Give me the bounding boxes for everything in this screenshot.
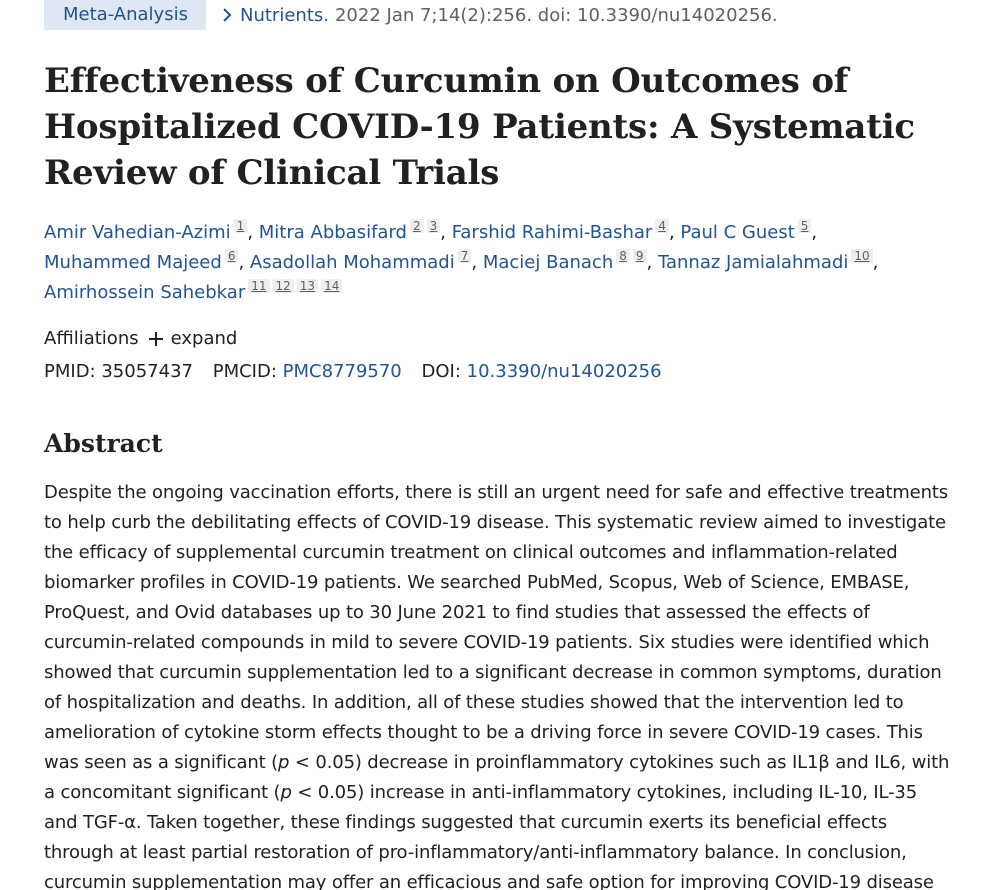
affiliation-number[interactable]: 14 xyxy=(321,279,343,293)
affiliations-label: Affiliations xyxy=(44,328,139,349)
publication-type-badge: Meta-Analysis xyxy=(44,0,206,30)
expand-label: expand xyxy=(170,328,238,349)
pmcid-link[interactable]: PMC8779570 xyxy=(282,361,402,382)
abstract-segment: Despite the ongoing vaccination efforts,… xyxy=(44,482,948,773)
affiliations-row: Affiliations expand xyxy=(44,326,237,352)
affiliation-number[interactable]: 12 xyxy=(272,279,294,293)
author-link[interactable]: Amirhossein Sahebkar xyxy=(44,282,246,303)
p-value-symbol: p xyxy=(278,752,290,773)
affiliation-number[interactable]: 4 xyxy=(655,219,669,233)
chevron-right-icon xyxy=(223,8,232,22)
doi-link[interactable]: 10.3390/nu14020256 xyxy=(466,361,662,382)
pmid-value: 35057437 xyxy=(101,361,193,382)
title-line: Hospitalized COVID-19 Patients: A System… xyxy=(44,107,915,147)
affiliation-number[interactable]: 2 xyxy=(409,219,424,233)
affiliation-number[interactable]: 3 xyxy=(426,219,441,233)
affiliations-expand-button[interactable]: expand xyxy=(148,326,238,352)
title-line: Effectiveness of Curcumin on Outcomes of xyxy=(44,61,849,101)
title-line: Review of Clinical Trials xyxy=(44,153,500,193)
abstract-segment: < 0.05) decrease in proinflammatory cyto… xyxy=(44,752,950,803)
affiliation-number[interactable]: 7 xyxy=(457,249,472,263)
affiliation-number[interactable]: 5 xyxy=(797,219,812,233)
author-link[interactable]: Paul C Guest xyxy=(680,222,795,243)
affiliation-number[interactable]: 9 xyxy=(632,249,647,263)
p-value-symbol: p xyxy=(280,782,292,803)
author-link[interactable]: Asadollah Mohammadi xyxy=(249,252,455,273)
affiliation-number[interactable]: 6 xyxy=(224,249,239,263)
author-link[interactable]: Mitra Abbasifard xyxy=(258,222,407,243)
affiliation-number[interactable]: 1 xyxy=(233,219,248,233)
article-header: Meta-Analysis Nutrients. 2022 Jan 7;14(2… xyxy=(44,0,778,30)
pmid-label: PMID: xyxy=(44,361,96,382)
abstract-heading: Abstract xyxy=(44,429,163,458)
article-identifiers: PMID: 35057437 PMCID: PMC8779570 DOI: 10… xyxy=(44,358,662,386)
affiliation-number[interactable]: 11 xyxy=(248,279,270,293)
abstract-segment: < 0.05) increase in anti-inflammatory cy… xyxy=(44,782,934,890)
affiliation-number[interactable]: 10 xyxy=(851,249,873,263)
affiliation-number[interactable]: 8 xyxy=(616,249,630,263)
journal-link[interactable]: Nutrients. xyxy=(240,4,329,26)
doi-label: DOI: xyxy=(421,361,461,382)
plus-icon xyxy=(148,332,163,346)
affiliation-number[interactable]: 13 xyxy=(296,279,319,293)
abstract-text: Despite the ongoing vaccination efforts,… xyxy=(44,478,954,890)
pmcid-label: PMCID: xyxy=(212,361,277,382)
citation-details: 2022 Jan 7;14(2):256. doi: 10.3390/nu140… xyxy=(334,4,778,26)
author-link[interactable]: Amir Vahedian-Azimi xyxy=(44,222,231,243)
author-link[interactable]: Muhammed Majeed xyxy=(44,252,222,273)
author-list: Amir Vahedian-Azimi 1, Mitra Abbasifard 2 3… xyxy=(44,219,879,303)
article-title: Effectiveness of Curcumin on Outcomes of… xyxy=(44,58,944,196)
author-link[interactable]: Maciej Banach xyxy=(482,252,614,273)
author-link[interactable]: Tannaz Jamialahmadi xyxy=(657,252,849,273)
author-link[interactable]: Farshid Rahimi-Bashar xyxy=(451,222,653,243)
